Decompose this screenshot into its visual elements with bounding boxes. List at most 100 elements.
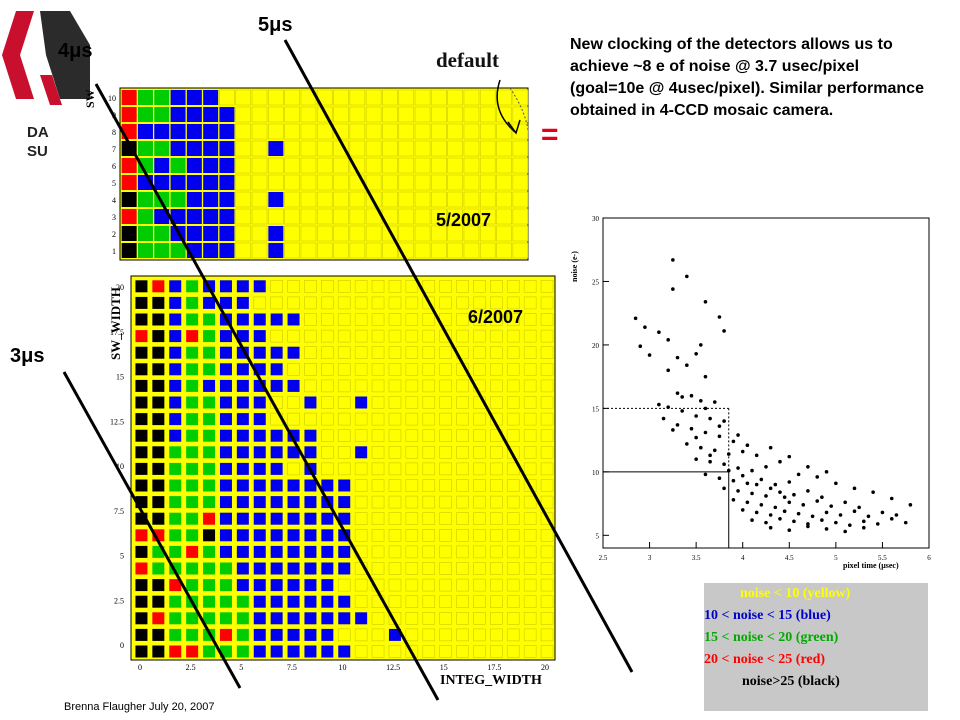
heatmap-cell — [388, 562, 402, 575]
heatmap-cell — [382, 140, 398, 157]
heatmap-cell — [219, 379, 232, 392]
heatmap-cell — [490, 346, 503, 360]
heatmap-cell — [270, 579, 283, 592]
heatmap-cell — [512, 157, 529, 174]
heatmap-cell — [135, 330, 148, 343]
heatmap-cell — [479, 174, 496, 191]
heatmap-cell — [304, 595, 317, 608]
heatmap-cell — [287, 579, 300, 592]
heatmap-cell — [284, 208, 300, 225]
heatmap-cell — [405, 279, 419, 293]
scatter-point — [829, 504, 833, 508]
heatmap-cell — [152, 512, 165, 525]
heatmap-cell — [422, 396, 436, 409]
scatter-point — [843, 500, 847, 505]
scatter-point — [712, 400, 717, 404]
heatmap-cell — [270, 346, 283, 359]
heatmap-cell — [135, 545, 148, 558]
heatmap-cell — [354, 495, 368, 509]
heatmap-cell — [540, 595, 554, 609]
heatmap-cell — [349, 225, 366, 242]
heatmap-cell — [439, 412, 452, 426]
heatmap-cell — [169, 529, 182, 542]
heatmap-cell — [284, 140, 300, 157]
scatter-point — [708, 459, 712, 464]
tick-label: 17.5 — [487, 663, 501, 672]
scatter-point — [810, 514, 815, 519]
heatmap-cell — [219, 413, 232, 426]
bottom-grid-cells — [135, 279, 554, 658]
heatmap-cell — [169, 413, 182, 426]
tick-label: 8 — [112, 128, 116, 137]
legend-red: 20 < noise < 25 (red) — [704, 652, 826, 667]
scatter-point — [643, 325, 647, 329]
heatmap-cell — [236, 595, 249, 608]
heatmap-cell — [382, 123, 398, 140]
heatmap-cell — [523, 645, 537, 658]
heatmap-cell — [456, 279, 469, 293]
scatter-point — [824, 470, 829, 474]
heatmap-cell — [512, 140, 529, 157]
heatmap-cell — [304, 628, 317, 641]
heatmap-cell — [371, 313, 385, 326]
heatmap-cell — [523, 595, 537, 609]
tick-label: 7.5 — [287, 663, 297, 672]
heatmap-cell — [456, 313, 469, 326]
heatmap-cell — [540, 479, 554, 492]
heatmap-cell — [203, 379, 216, 392]
heatmap-cell — [152, 595, 165, 608]
heatmap-cell — [321, 562, 334, 575]
heatmap-cell — [121, 90, 137, 105]
heatmap-cell — [540, 279, 554, 293]
heatmap-cell — [300, 191, 317, 208]
scatter-point — [717, 476, 722, 480]
heatmap-cell — [354, 362, 368, 376]
heatmap-cell — [447, 174, 463, 191]
heatmap-cell — [523, 429, 537, 443]
heatmap-cell — [422, 512, 436, 526]
heatmap-cell — [304, 379, 317, 393]
heatmap-cell — [135, 628, 148, 641]
heatmap-cell — [304, 296, 317, 310]
top-grid-ylabel: SW — [83, 89, 97, 108]
heatmap-cell — [473, 479, 486, 492]
heatmap-cell — [405, 296, 419, 310]
footer-credit: Brenna Flaugher July 20, 2007 — [64, 701, 215, 713]
heatmap-cell — [354, 479, 368, 492]
scatter-point — [768, 513, 773, 517]
heatmap-cell — [219, 562, 232, 575]
heatmap-cell — [337, 412, 351, 426]
heatmap-cell — [333, 89, 349, 106]
heatmap-cell — [365, 242, 382, 259]
heatmap-cell — [219, 124, 235, 139]
heatmap-cell — [219, 396, 232, 409]
heatmap-cell — [270, 296, 283, 310]
heatmap-cell — [304, 529, 317, 542]
scatter-point — [801, 503, 806, 507]
heatmap-cell — [251, 123, 268, 140]
heatmap-cell — [447, 140, 463, 157]
heatmap-cell — [490, 462, 503, 476]
heatmap-cell — [304, 329, 317, 343]
heatmap-cell — [169, 396, 182, 409]
heatmap-cell — [270, 462, 283, 475]
scatter-point — [722, 486, 726, 491]
heatmap-cell — [540, 329, 554, 343]
heatmap-cell — [422, 545, 436, 559]
scatter-point — [750, 518, 754, 522]
heatmap-cell — [121, 209, 137, 224]
heatmap-cell — [463, 123, 480, 140]
heatmap-cell — [219, 479, 232, 492]
heatmap-cell — [405, 611, 419, 625]
heatmap-cell — [169, 313, 182, 326]
heatmap-cell — [304, 362, 317, 376]
heatmap-cell — [439, 346, 452, 360]
heatmap-cell — [496, 174, 512, 191]
heatmap-cell — [523, 396, 537, 409]
scatter-point — [820, 518, 824, 522]
heatmap-cell — [512, 242, 529, 259]
heatmap-cell — [473, 445, 486, 459]
heatmap-cell — [479, 191, 496, 208]
heatmap-cell — [203, 413, 216, 426]
heatmap-cell — [186, 226, 202, 241]
